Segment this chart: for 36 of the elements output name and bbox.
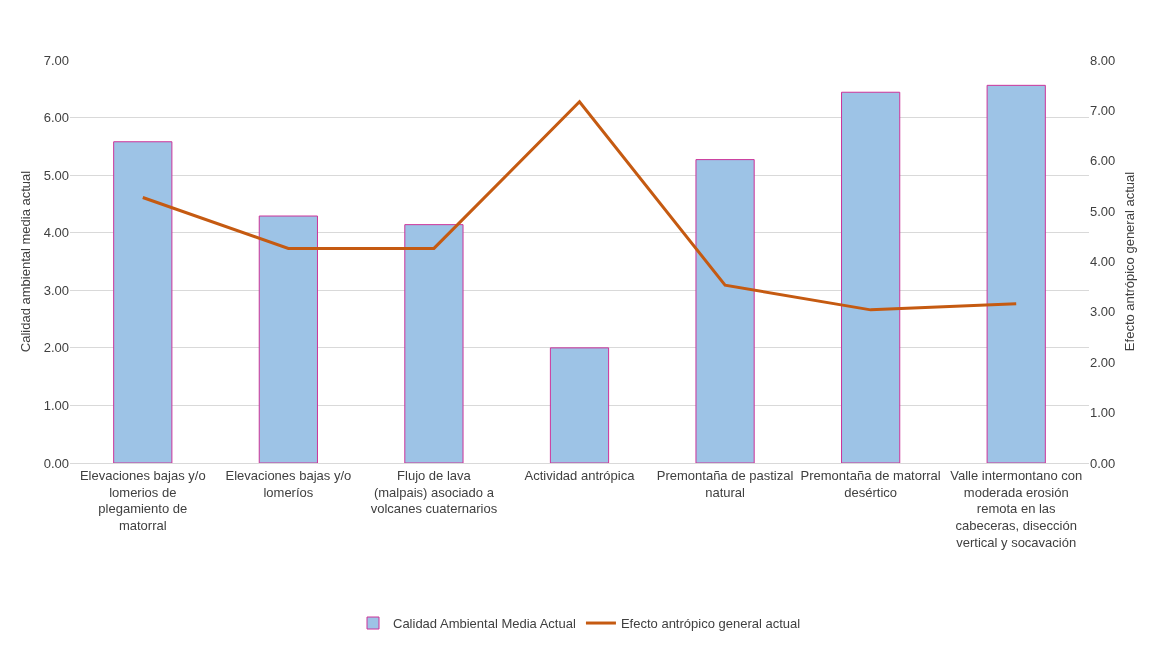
y-tick-label: 3.00: [43, 282, 69, 298]
legend-label: Calidad Ambiental Media Actual: [393, 616, 576, 632]
y-tick-label: 7.00: [43, 52, 69, 68]
y-tick-label: 5.00: [43, 167, 69, 183]
y-tick-label: 1.00: [43, 397, 69, 413]
y2-axis-title: Efecto antrópico general actual: [1121, 171, 1137, 352]
bar: [404, 224, 464, 463]
x-tick-label: Elevaciones bajas y/o lomeríos: [225, 467, 352, 500]
y2-tick-label: 2.00: [1090, 354, 1116, 370]
y-axis-title: Calidad ambiental media actual: [17, 170, 33, 353]
y2-tick-label: 4.00: [1090, 254, 1116, 270]
x-tick-label: Flujo de lava (malpais) asociado a volcanes cuaternarios: [370, 467, 498, 517]
y-tick-label: 2.00: [43, 340, 69, 356]
x-tick-label: Premontaña de matorral desértico: [800, 467, 941, 500]
y2-tick-label: 3.00: [1090, 304, 1116, 320]
bar: [986, 84, 1046, 463]
bar: [841, 91, 901, 463]
x-tick-label: Valle intermontano con moderada erosión remota en las cabeceras, disección vertical y socavación: [950, 467, 1083, 551]
x-tick-label: Elevaciones bajas y/o lomerios de plegamiento de matorral: [79, 467, 206, 534]
y2-tick-label: 6.00: [1090, 153, 1116, 169]
y2-tick-label: 0.00: [1090, 455, 1116, 471]
y-tick-label: 6.00: [43, 110, 69, 126]
y-tick-label: 0.00: [43, 455, 69, 471]
bar: [549, 347, 610, 463]
y-tick-label: 4.00: [43, 225, 69, 241]
y2-tick-label: 8.00: [1090, 52, 1116, 68]
bar: [695, 159, 755, 463]
y2-tick-label: 1.00: [1090, 405, 1116, 421]
y2-tick-label: 7.00: [1090, 102, 1116, 118]
legend-label: Efecto antrópico general actual: [620, 616, 801, 632]
y2-tick-label: 5.00: [1090, 203, 1116, 219]
x-tick-label: Actividad antrópica: [524, 467, 636, 483]
x-tick-label: Premontaña de pastizal natural: [656, 467, 794, 500]
line-series: [141, 100, 1018, 312]
bar: [258, 215, 318, 463]
bar: [113, 141, 173, 463]
